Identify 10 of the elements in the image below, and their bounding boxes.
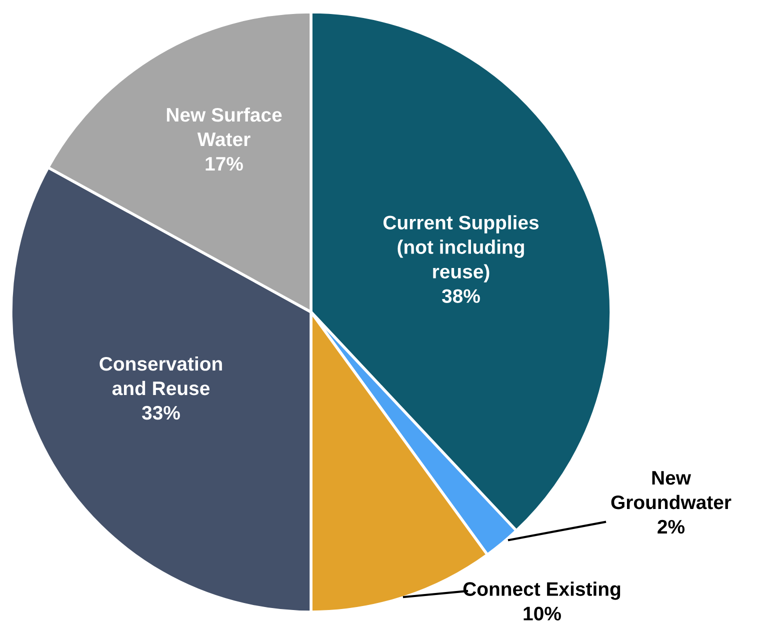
slice-label: Current Supplies (not including reuse) (383, 215, 539, 282)
data-label: 33% (142, 406, 180, 420)
slice-label: Conservation and Reuse (100, 356, 222, 396)
slice-label: New Groundwater (611, 471, 732, 510)
data-label: 2% (658, 520, 685, 534)
data-label: 10% (524, 606, 561, 620)
data-label: 17% (206, 156, 243, 171)
data-label: 38% (442, 289, 480, 303)
slice-label: New Surface Water (166, 107, 282, 146)
slice-label: Connect Existing (463, 582, 620, 600)
